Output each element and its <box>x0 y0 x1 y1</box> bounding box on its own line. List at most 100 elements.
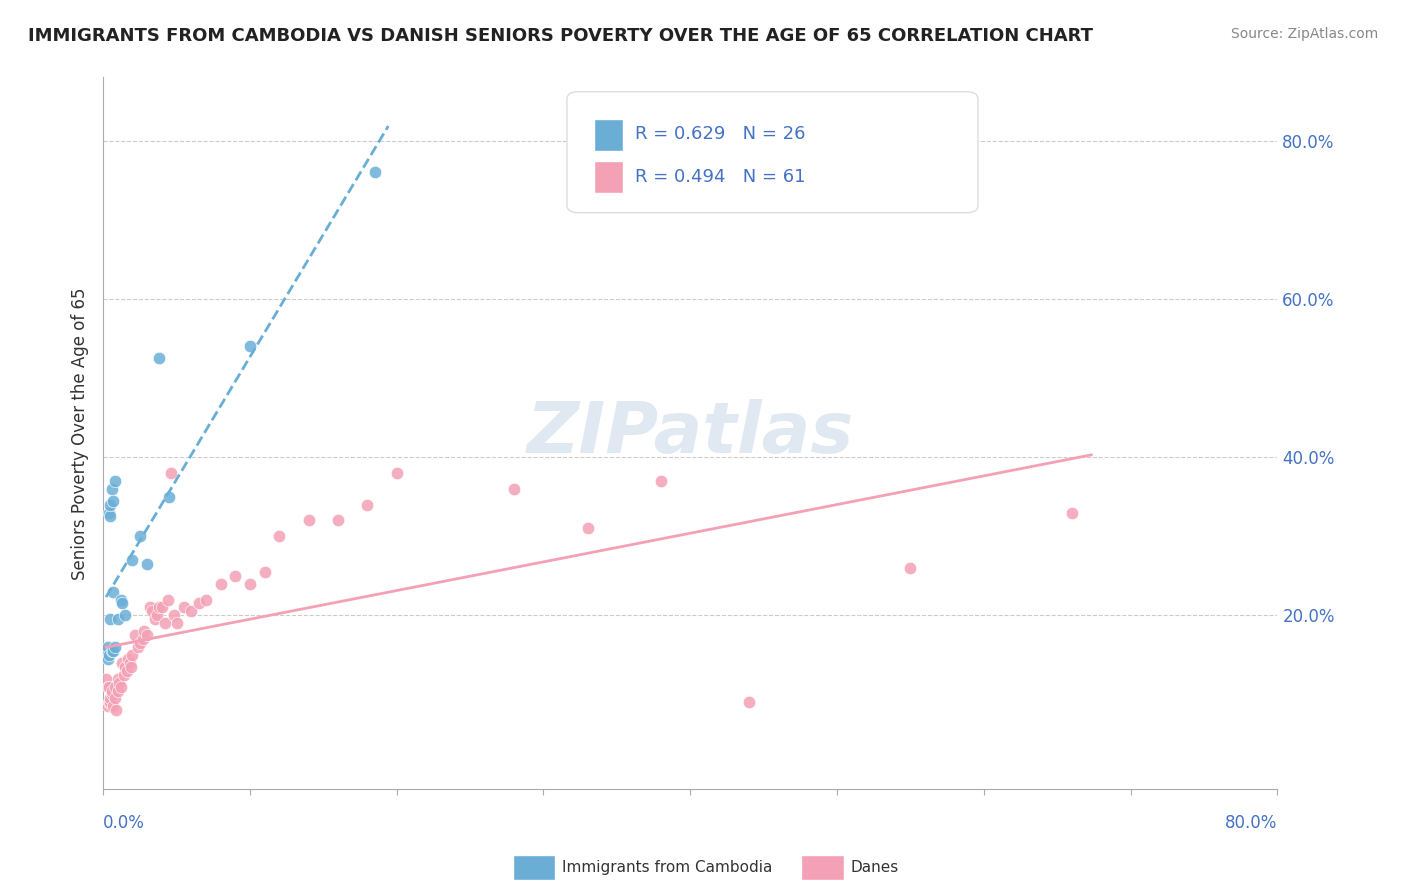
Text: 80.0%: 80.0% <box>1225 814 1278 832</box>
Point <box>134 624 156 639</box>
Point <box>98 695 121 709</box>
Text: 0.0%: 0.0% <box>103 814 145 832</box>
Point <box>148 600 170 615</box>
Point <box>100 498 122 512</box>
Point <box>118 656 141 670</box>
Point <box>98 648 121 662</box>
Point <box>141 604 163 618</box>
Point <box>108 675 131 690</box>
Point <box>120 660 142 674</box>
Point <box>576 521 599 535</box>
Point <box>253 565 276 579</box>
Text: R = 0.629   N = 26: R = 0.629 N = 26 <box>636 126 806 144</box>
Point <box>269 529 291 543</box>
Point <box>136 628 159 642</box>
Point <box>194 592 217 607</box>
Point <box>96 699 118 714</box>
Point <box>104 680 127 694</box>
Point <box>101 683 124 698</box>
Point <box>104 640 127 654</box>
Point <box>98 680 121 694</box>
Point <box>159 466 181 480</box>
Point <box>224 569 246 583</box>
Point <box>153 616 176 631</box>
Point <box>139 600 162 615</box>
Point <box>128 529 150 543</box>
Point <box>100 695 122 709</box>
Point <box>111 656 134 670</box>
Point <box>94 644 117 658</box>
Point <box>738 695 761 709</box>
Point <box>103 493 125 508</box>
Point <box>117 652 139 666</box>
Point <box>363 165 385 179</box>
Point <box>114 660 136 674</box>
Text: ZIPatlas: ZIPatlas <box>527 399 853 468</box>
Point <box>162 608 184 623</box>
Point <box>104 691 127 706</box>
Point <box>326 513 349 527</box>
Y-axis label: Seniors Poverty Over the Age of 65: Seniors Poverty Over the Age of 65 <box>72 287 89 580</box>
Text: Danes: Danes <box>851 860 898 874</box>
Point <box>187 597 209 611</box>
Point <box>96 680 118 694</box>
Point <box>209 576 232 591</box>
Point <box>128 636 150 650</box>
Point <box>98 506 121 520</box>
Point <box>157 490 180 504</box>
Point <box>111 597 134 611</box>
Point <box>173 600 195 615</box>
Point <box>107 672 129 686</box>
FancyBboxPatch shape <box>593 161 623 194</box>
Point <box>127 640 149 654</box>
Point <box>150 600 173 615</box>
Point <box>100 612 122 626</box>
Point <box>107 683 129 698</box>
Point <box>385 466 408 480</box>
Point <box>143 612 166 626</box>
Point <box>103 699 125 714</box>
Text: Immigrants from Cambodia: Immigrants from Cambodia <box>562 860 773 874</box>
Point <box>100 691 122 706</box>
Point <box>124 628 146 642</box>
Point <box>239 576 262 591</box>
Text: R = 0.494   N = 61: R = 0.494 N = 61 <box>636 168 806 186</box>
Point <box>121 553 143 567</box>
Point <box>112 667 135 681</box>
Point <box>356 498 378 512</box>
Point <box>105 703 128 717</box>
Point <box>166 616 188 631</box>
Point <box>107 612 129 626</box>
Point <box>132 632 155 646</box>
Point <box>101 482 124 496</box>
Point <box>110 592 132 607</box>
Point <box>96 640 118 654</box>
Text: IMMIGRANTS FROM CAMBODIA VS DANISH SENIORS POVERTY OVER THE AGE OF 65 CORRELATIO: IMMIGRANTS FROM CAMBODIA VS DANISH SENIO… <box>28 27 1092 45</box>
Point <box>298 513 321 527</box>
FancyBboxPatch shape <box>567 92 979 212</box>
Point <box>104 474 127 488</box>
FancyBboxPatch shape <box>593 119 623 151</box>
Point <box>900 561 922 575</box>
Point <box>121 648 143 662</box>
Point <box>136 557 159 571</box>
Point <box>503 482 526 496</box>
Point <box>114 608 136 623</box>
Point <box>103 584 125 599</box>
Point <box>148 351 170 366</box>
Point <box>101 644 124 658</box>
Point <box>156 592 179 607</box>
Point <box>110 680 132 694</box>
Point <box>146 608 169 623</box>
Text: Source: ZipAtlas.com: Source: ZipAtlas.com <box>1230 27 1378 41</box>
Point <box>101 688 124 702</box>
Point <box>239 339 262 353</box>
Point <box>103 644 125 658</box>
Point <box>180 604 202 618</box>
Point <box>94 672 117 686</box>
Point <box>1060 506 1083 520</box>
Point <box>100 509 122 524</box>
Point <box>96 652 118 666</box>
Point <box>650 474 672 488</box>
Point <box>115 664 138 678</box>
